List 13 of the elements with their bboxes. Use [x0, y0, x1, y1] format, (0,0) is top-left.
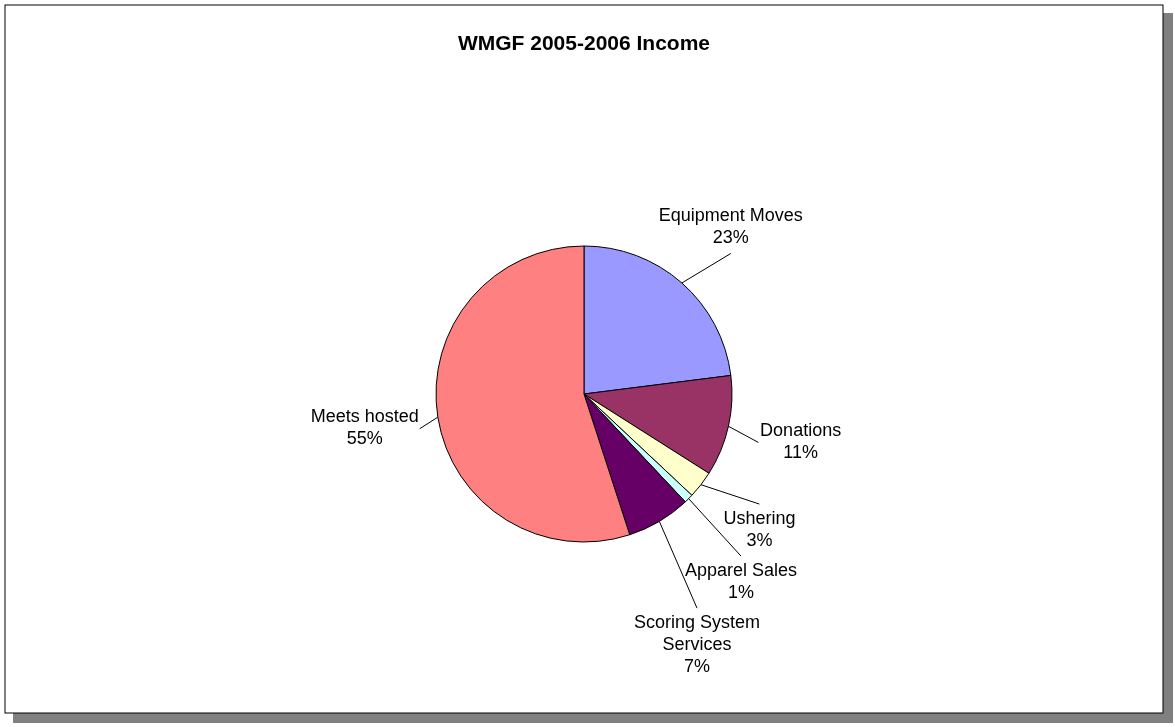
- data-label: 7%: [684, 655, 711, 676]
- slice-label: Equipment Moves: [658, 205, 803, 226]
- slice-label: Apparel Sales: [684, 559, 798, 580]
- data-label: 55%: [346, 428, 383, 449]
- slice-label: Ushering: [723, 507, 796, 528]
- chart-title: WMGF 2005-2006 Income: [457, 31, 711, 54]
- slice-label: Scoring System Services: [633, 611, 761, 654]
- data-label: 3%: [746, 529, 773, 550]
- slice-label: Donations: [760, 420, 842, 441]
- data-label: 23%: [712, 227, 749, 248]
- data-label: 1%: [727, 581, 754, 602]
- data-label: 11%: [783, 442, 819, 463]
- slice-label: Meets hosted: [310, 406, 419, 427]
